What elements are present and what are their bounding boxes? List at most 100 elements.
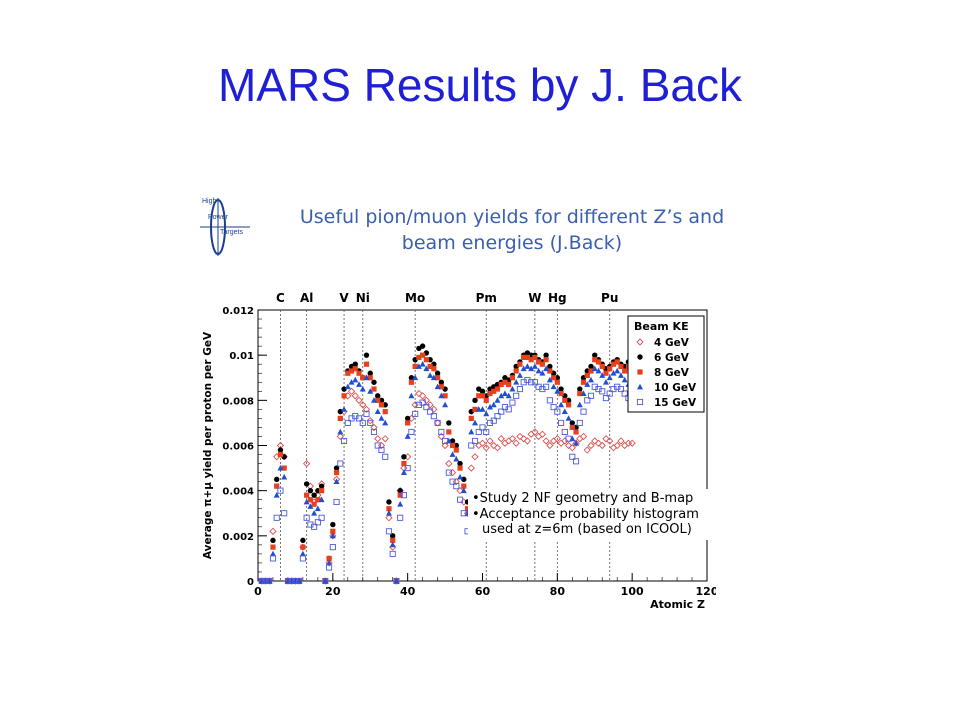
point-3-6 bbox=[281, 473, 288, 480]
point-2-47 bbox=[435, 375, 441, 381]
point-3-30 bbox=[370, 397, 377, 403]
point-3-45 bbox=[427, 372, 434, 378]
point-2-85 bbox=[577, 390, 583, 397]
point-2-73 bbox=[532, 354, 538, 361]
point-2-95 bbox=[614, 359, 620, 365]
point-3-80 bbox=[558, 401, 565, 408]
point-1-35 bbox=[390, 533, 396, 539]
point-3-70 bbox=[520, 365, 527, 372]
point-0-56 bbox=[467, 464, 475, 472]
element-label-3: Ni bbox=[356, 291, 370, 305]
point-2-93 bbox=[607, 366, 613, 372]
point-4-93 bbox=[606, 390, 613, 397]
point-2-82 bbox=[565, 402, 572, 408]
point-0-44 bbox=[422, 396, 431, 404]
point-4-27 bbox=[359, 419, 366, 426]
point-0-81 bbox=[561, 437, 569, 445]
point-2-56 bbox=[468, 415, 474, 421]
point-1-29 bbox=[367, 370, 373, 376]
point-2-25 bbox=[352, 366, 358, 372]
point-3-56 bbox=[468, 428, 475, 435]
point-0-52 bbox=[452, 477, 460, 486]
point-1-30 bbox=[371, 379, 377, 385]
point-3-65 bbox=[501, 390, 508, 396]
point-2-20 bbox=[333, 470, 340, 476]
point-3-46 bbox=[430, 374, 437, 381]
point-3-66 bbox=[505, 392, 512, 399]
note-line-1: •Study 2 NF geometry and B-map bbox=[472, 491, 694, 506]
point-3-16 bbox=[318, 496, 325, 503]
point-4-37 bbox=[397, 514, 404, 521]
point-4-22 bbox=[341, 437, 348, 445]
point-2-97 bbox=[622, 368, 628, 374]
point-0-63 bbox=[493, 444, 502, 452]
point-4-51 bbox=[449, 478, 456, 485]
point-2-87 bbox=[584, 372, 590, 379]
point-0-50 bbox=[445, 459, 453, 468]
point-3-52 bbox=[453, 455, 460, 462]
point-3-95 bbox=[614, 367, 621, 374]
point-3-91 bbox=[599, 372, 606, 378]
point-0-41 bbox=[411, 401, 419, 409]
point-4-30 bbox=[370, 428, 378, 436]
point-4-56 bbox=[468, 442, 475, 449]
point-3-29 bbox=[367, 388, 374, 394]
logo-text-high: High bbox=[202, 198, 217, 205]
point-4-96 bbox=[617, 385, 624, 393]
point-4-36 bbox=[393, 577, 400, 585]
point-3-63 bbox=[494, 397, 501, 403]
point-3-22 bbox=[341, 406, 348, 412]
point-4-47 bbox=[434, 419, 441, 426]
point-1-43 bbox=[419, 343, 426, 349]
point-2-5 bbox=[277, 451, 284, 458]
point-3-37 bbox=[397, 501, 404, 507]
point-2-92 bbox=[603, 370, 609, 376]
point-2-54 bbox=[461, 483, 467, 489]
point-2-64 bbox=[498, 381, 504, 388]
point-0-3 bbox=[269, 527, 277, 535]
point-2-79 bbox=[554, 379, 560, 385]
point-2-70 bbox=[521, 354, 527, 361]
point-3-97 bbox=[621, 376, 628, 383]
y-tick-label-5: 0.01 bbox=[229, 351, 254, 362]
point-3-62 bbox=[490, 401, 497, 408]
point-0-69 bbox=[516, 432, 524, 441]
point-1-3 bbox=[270, 537, 276, 544]
point-1-37 bbox=[397, 487, 403, 494]
legend-label-3: 10 GeV bbox=[654, 382, 697, 394]
point-1-20 bbox=[333, 465, 340, 471]
point-2-71 bbox=[524, 354, 530, 361]
point-0-70 bbox=[520, 435, 528, 443]
point-2-60 bbox=[483, 397, 489, 403]
point-0-86 bbox=[579, 432, 588, 441]
point-4-78 bbox=[550, 404, 557, 411]
point-4-69 bbox=[516, 385, 523, 393]
point-3-12 bbox=[303, 498, 310, 505]
point-3-23 bbox=[344, 383, 351, 390]
point-3-85 bbox=[576, 401, 583, 408]
point-2-4 bbox=[274, 483, 280, 489]
point-3-15 bbox=[314, 505, 321, 512]
chart-title: Useful pion/muon yields for different Z’… bbox=[262, 204, 762, 256]
point-0-89 bbox=[591, 437, 599, 445]
point-2-49 bbox=[442, 393, 448, 399]
point-4-1 bbox=[262, 577, 269, 585]
point-4-80 bbox=[558, 419, 565, 426]
point-2-39 bbox=[405, 420, 411, 426]
point-0-95 bbox=[613, 441, 621, 450]
point-4-53 bbox=[457, 496, 464, 503]
point-1-48 bbox=[438, 379, 445, 385]
point-3-14 bbox=[311, 510, 318, 516]
point-2-84 bbox=[573, 429, 579, 435]
point-2-75 bbox=[539, 361, 545, 367]
point-4-14 bbox=[311, 523, 318, 530]
point-4-84 bbox=[572, 458, 580, 465]
point-4-34 bbox=[385, 528, 393, 535]
chart-title-line-1: Useful pion/muon yields for different Z’… bbox=[299, 206, 725, 228]
point-2-21 bbox=[337, 415, 343, 421]
point-4-91 bbox=[599, 388, 606, 395]
point-1-13 bbox=[307, 487, 314, 494]
point-3-93 bbox=[606, 374, 613, 381]
element-label-8: Pu bbox=[601, 291, 618, 305]
point-3-54 bbox=[460, 487, 467, 494]
